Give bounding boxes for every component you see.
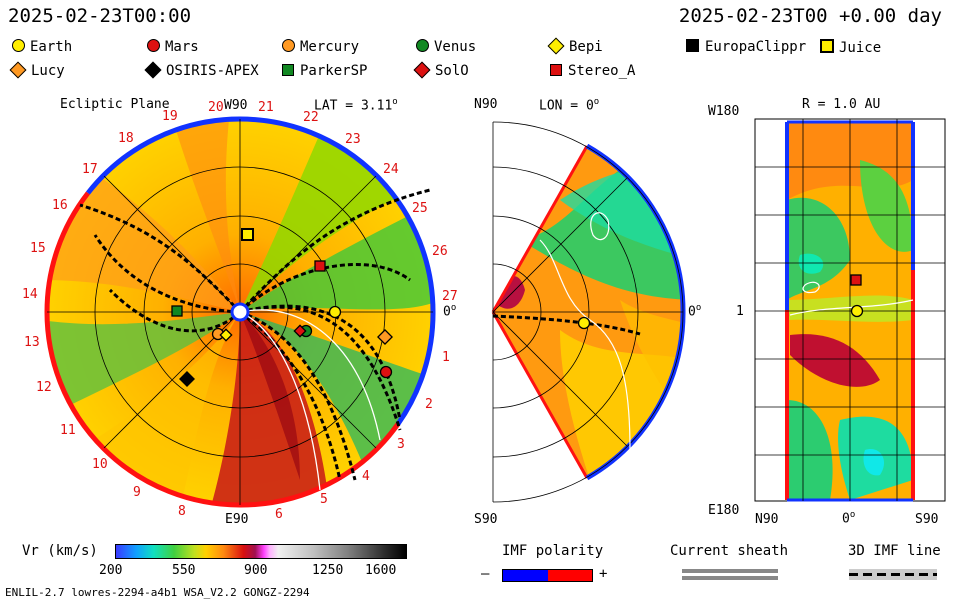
carrington-22: 22 — [303, 110, 319, 125]
radial-earth-marker — [850, 304, 864, 318]
colorbar-tick-200: 200 — [99, 563, 123, 578]
carrington-27: 27 — [442, 289, 458, 304]
ecliptic-title: Ecliptic Plane — [60, 97, 170, 112]
legend-item-juice: Juice — [820, 39, 881, 56]
carrington-21: 21 — [258, 100, 274, 115]
imf-line-swatch — [849, 569, 937, 580]
solo-marker — [293, 324, 307, 338]
carrington-2: 2 — [425, 397, 433, 412]
mars-marker — [379, 365, 393, 379]
carrington-26: 26 — [432, 244, 448, 259]
colorbar-title: Vr (km/s) — [22, 543, 98, 559]
carrington-14: 14 — [22, 287, 38, 302]
europaclipper-square-icon — [686, 39, 699, 52]
radial-bottom-left-label: E180 — [708, 503, 740, 518]
earth-circle-icon — [12, 39, 25, 52]
carrington-11: 11 — [60, 423, 76, 438]
radial-bottom-label-n90: N90 — [755, 512, 779, 527]
meridional-earth-marker — [577, 316, 591, 330]
colorbar-tick-550: 550 — [172, 563, 196, 578]
meridional-bottom-label: S90 — [474, 512, 498, 527]
carrington-5: 5 — [320, 492, 328, 507]
mars-circle-icon — [147, 39, 160, 52]
carrington-18: 18 — [118, 131, 134, 146]
header-left-datetime: 2025-02-23T00:00 — [8, 5, 192, 27]
imf-polarity-bar — [502, 569, 593, 582]
imf-polarity-plus: + — [599, 566, 608, 582]
stereo-a-marker — [314, 260, 326, 272]
lucy-marker — [377, 329, 393, 345]
legend-item-mars: Mars — [147, 39, 199, 55]
carrington-25: 25 — [412, 201, 428, 216]
stereo-a-square-icon — [550, 64, 562, 76]
radial-bottom-label-s90: S90 — [915, 512, 939, 527]
carrington-13: 13 — [24, 335, 40, 350]
colorbar-tick-1600: 1600 — [365, 563, 397, 578]
carrington-24: 24 — [383, 162, 399, 177]
legend-item-osiris-apex: OSIRIS-APEX — [144, 61, 259, 79]
carrington-12: 12 — [36, 380, 52, 395]
current-sheath-title: Current sheath — [670, 543, 789, 559]
carrington-19: 19 — [162, 109, 178, 124]
radial-r-label: R = 1.0 AU — [802, 97, 881, 112]
legend-item-bepi: Bepi — [547, 37, 603, 55]
meridional-top-label: N90 — [474, 97, 498, 112]
header-right-datetime: 2025-02-23T00 +0.00 day — [678, 5, 942, 27]
earth-marker — [328, 305, 342, 319]
carrington-20: 20 — [208, 100, 224, 115]
legend-item-lucy: Lucy — [9, 61, 65, 79]
ecliptic-top-label: W90 — [224, 98, 248, 113]
juice-square-icon — [820, 39, 834, 53]
carrington-8: 8 — [178, 504, 186, 519]
osiris-apex-marker — [179, 371, 195, 387]
legend-item-parkersp: ParkerSP — [282, 63, 367, 79]
radial-top-left-label: W180 — [708, 104, 740, 119]
ecliptic-bottom-label: E90 — [225, 512, 249, 527]
imf-polarity-title: IMF polarity — [502, 543, 604, 559]
carrington-16: 16 — [52, 198, 68, 213]
mercury-circle-icon — [282, 39, 295, 52]
radial-bottom-label-0: 0o — [842, 510, 856, 527]
legend-item-europaclipper: EuropaClippr — [686, 39, 806, 55]
carrington-15: 15 — [30, 241, 46, 256]
carrington-17: 17 — [82, 162, 98, 177]
carrington-23: 23 — [345, 132, 361, 147]
radial-stereo-a-marker — [850, 274, 862, 286]
venus-circle-icon — [416, 39, 429, 52]
colorbar-tick-900: 900 — [244, 563, 268, 578]
meridional-right-label: 0o — [688, 303, 702, 320]
legend-item-earth: Earth — [12, 39, 72, 55]
meridional-lon-label: LON = 0o — [539, 97, 600, 114]
bepi-marker — [219, 328, 233, 342]
carrington-9: 9 — [133, 485, 141, 500]
carrington-3: 3 — [397, 437, 405, 452]
footer-model-info: ENLIL-2.7 lowres-2294-a4b1 WSA_V2.2 GONG… — [5, 586, 310, 599]
legend-item-solo: SolO — [413, 61, 469, 79]
imf-positive-swatch — [547, 570, 592, 581]
vr-colorbar — [115, 544, 407, 559]
imf-line-title: 3D IMF line — [848, 543, 941, 559]
current-sheath-swatch — [682, 569, 778, 580]
radial-mid-left-label: 1 — [736, 304, 744, 319]
imf-polarity-minus: – — [481, 566, 490, 582]
carrington-1: 1 — [442, 350, 450, 365]
legend-item-venus: Venus — [416, 39, 476, 55]
ecliptic-right-label: 0o — [443, 303, 457, 320]
carrington-10: 10 — [92, 457, 108, 472]
colorbar-tick-1250: 1250 — [312, 563, 344, 578]
imf-negative-swatch — [503, 570, 548, 581]
parkersp-marker — [171, 305, 183, 317]
carrington-4: 4 — [362, 469, 370, 484]
legend-item-mercury: Mercury — [282, 39, 359, 55]
juice-marker — [241, 228, 254, 241]
legend-item-stereo-a: Stereo_A — [550, 63, 635, 79]
carrington-6: 6 — [275, 507, 283, 522]
parkersp-square-icon — [282, 64, 294, 76]
ecliptic-lat-label: LAT = 3.11o — [314, 97, 398, 114]
